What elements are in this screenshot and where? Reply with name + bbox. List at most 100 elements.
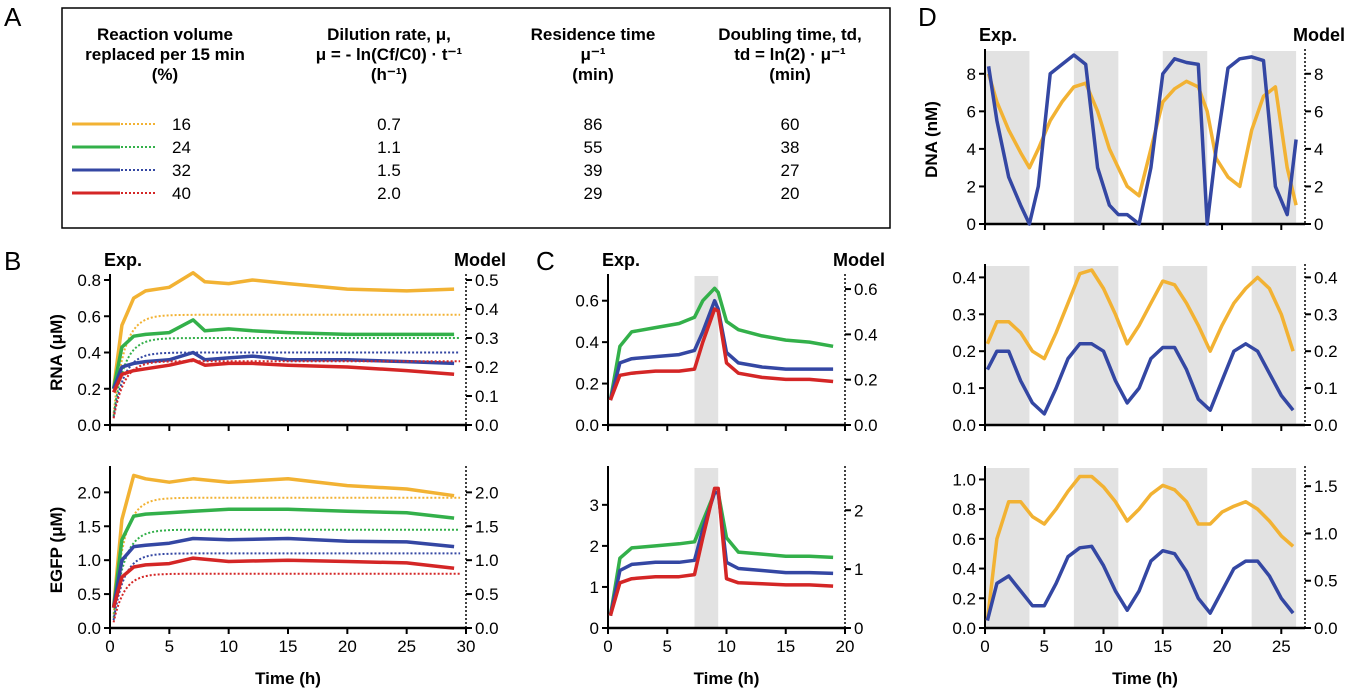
y-tick-label: 1.0 (77, 551, 101, 570)
header-3-line-3: (min) (572, 65, 614, 84)
shaded-region (694, 468, 719, 628)
y-tick-label: 0.2 (952, 589, 976, 608)
series-line (111, 507, 455, 608)
model-line (112, 572, 461, 623)
y-tick-label-right: 0 (1314, 215, 1323, 234)
y-tick-label: 4 (967, 140, 976, 159)
shaded-region (985, 266, 1030, 425)
series-line (111, 556, 455, 609)
header-1-line-3: (%) (152, 65, 178, 84)
y-tick-label: 6 (967, 102, 976, 121)
y-tick-label-right: 0.0 (475, 619, 499, 638)
series-line (111, 318, 455, 390)
table-cell: 32 (172, 161, 191, 180)
header-4-line-1: Doubling time, td, (718, 25, 862, 44)
panel-label-d: D (918, 2, 937, 32)
shaded-region (1251, 468, 1297, 628)
y-tick-label-right: 0.0 (854, 416, 878, 435)
table-cell: 40 (172, 184, 191, 203)
y-tick-label-right: 0.5 (1314, 572, 1338, 591)
y-tick-label-right: 0.0 (1314, 619, 1338, 638)
y-axis-title: DNA (nM) (922, 101, 941, 178)
y-tick-label: 0.4 (575, 333, 599, 352)
series-line (608, 298, 834, 401)
table-cell: 1.5 (377, 161, 401, 180)
table-cell: 0.7 (377, 115, 401, 134)
table-cell: 29 (584, 184, 603, 203)
x-tick-label: 15 (776, 637, 795, 656)
table-cell: 1.1 (377, 138, 401, 157)
series-line (608, 307, 834, 401)
table-cell: 55 (584, 138, 603, 157)
table-cell: 20 (781, 184, 800, 203)
parameter-table: Reaction volume replaced per 15 min (%) … (61, 7, 891, 229)
y-tick-label-right: 0.5 (475, 271, 499, 290)
y-axis-title: EGFP (μM) (47, 507, 66, 594)
y-tick-label-right: 0.1 (475, 387, 499, 406)
model-corner-label: Model (454, 250, 506, 270)
y-tick-label: 1.5 (77, 517, 101, 536)
y-tick-label: 0.3 (952, 305, 976, 324)
header-2-line-1: Dilution rate, μ, (327, 25, 451, 44)
chart-d-dna: 0 2 4 6 8 0 2 4 6 8 Exp. Model DNA (nM) (922, 25, 1345, 234)
series-line (111, 473, 455, 608)
x-tick-label: 0 (980, 637, 989, 656)
header-1-line-1: Reaction volume (97, 25, 233, 44)
y-tick-label: 0.2 (575, 375, 599, 394)
y-tick-label-right: 0.2 (1314, 342, 1338, 361)
table-cell: 39 (584, 161, 603, 180)
series-line (985, 268, 1295, 361)
y-tick-label-right: 0.0 (1314, 416, 1338, 435)
y-tick-label: 3 (590, 496, 599, 515)
header-2-line-3: (h⁻¹) (371, 65, 407, 84)
model-corner-label: Model (833, 250, 885, 270)
header-1-line-2: replaced per 15 min (85, 45, 245, 64)
y-tick-label: 2 (590, 537, 599, 556)
y-tick-label: 8 (967, 65, 976, 84)
model-line (112, 552, 461, 621)
y-tick-label: 0.0 (952, 619, 976, 638)
chart-d-middle: 0.0 0.1 0.2 0.3 0.4 0.0 0.1 0.2 0.3 0.4 (952, 264, 1338, 435)
series-line (985, 544, 1295, 622)
x-axis-title: Time (h) (255, 669, 321, 688)
header-3-line-1: Residence time (531, 25, 656, 44)
y-tick-label-right: 0.4 (475, 300, 499, 319)
table-cell: 27 (781, 161, 800, 180)
series-line (985, 474, 1295, 621)
y-tick-label: 0.6 (575, 292, 599, 311)
y-tick-label-right: 1.5 (475, 517, 499, 536)
y-tick-label: 0.0 (952, 416, 976, 435)
y-tick-label: 0.2 (952, 342, 976, 361)
y-tick-label-right: 8 (1314, 65, 1323, 84)
x-tick-label: 5 (1040, 637, 1049, 656)
y-tick-label-right: 0.1 (1314, 379, 1338, 398)
exp-corner-label: Exp. (104, 250, 142, 270)
model-line (112, 313, 461, 414)
x-tick-label: 0 (105, 637, 114, 656)
exp-corner-label: Exp. (602, 250, 640, 270)
y-tick-label-right: 1.5 (1314, 477, 1338, 496)
y-tick-label-right: 0.4 (1314, 268, 1338, 287)
x-tick-label: 20 (836, 637, 855, 656)
header-3-line-2: μ⁻¹ (580, 45, 605, 64)
header-2-line-2: μ = - ln(Cf/C0) · t⁻¹ (316, 45, 463, 64)
y-tick-label: 0.0 (77, 619, 101, 638)
series-line (112, 358, 455, 394)
header-4-line-2: td = ln(2) · μ⁻¹ (734, 45, 846, 64)
y-tick-label: 0.6 (77, 307, 101, 326)
series-line (986, 73, 1298, 206)
y-tick-label-right: 0.2 (475, 358, 499, 377)
shaded-region (1251, 266, 1297, 425)
chart-b-rna: 0.0 0.2 0.4 0.6 0.8 0.0 0.1 0.2 0.3 0.4 0.5 Exp. Mod… (47, 250, 506, 435)
y-tick-label: 0.5 (77, 585, 101, 604)
y-tick-label: 0.4 (77, 344, 101, 363)
y-tick-label: 0.2 (77, 380, 101, 399)
table-cell: 24 (172, 138, 191, 157)
chart-b-egfp: 0.0 0.5 1.0 1.5 2.0 0.0 0.5 1.0 1.5 2.0 0 5 10 15 20 25… (47, 466, 499, 688)
y-tick-label: 2 (967, 177, 976, 196)
x-tick-label: 0 (603, 637, 612, 656)
y-tick-label: 0.4 (952, 268, 976, 287)
table-cell: 38 (781, 138, 800, 157)
y-tick-label: 0 (967, 215, 976, 234)
